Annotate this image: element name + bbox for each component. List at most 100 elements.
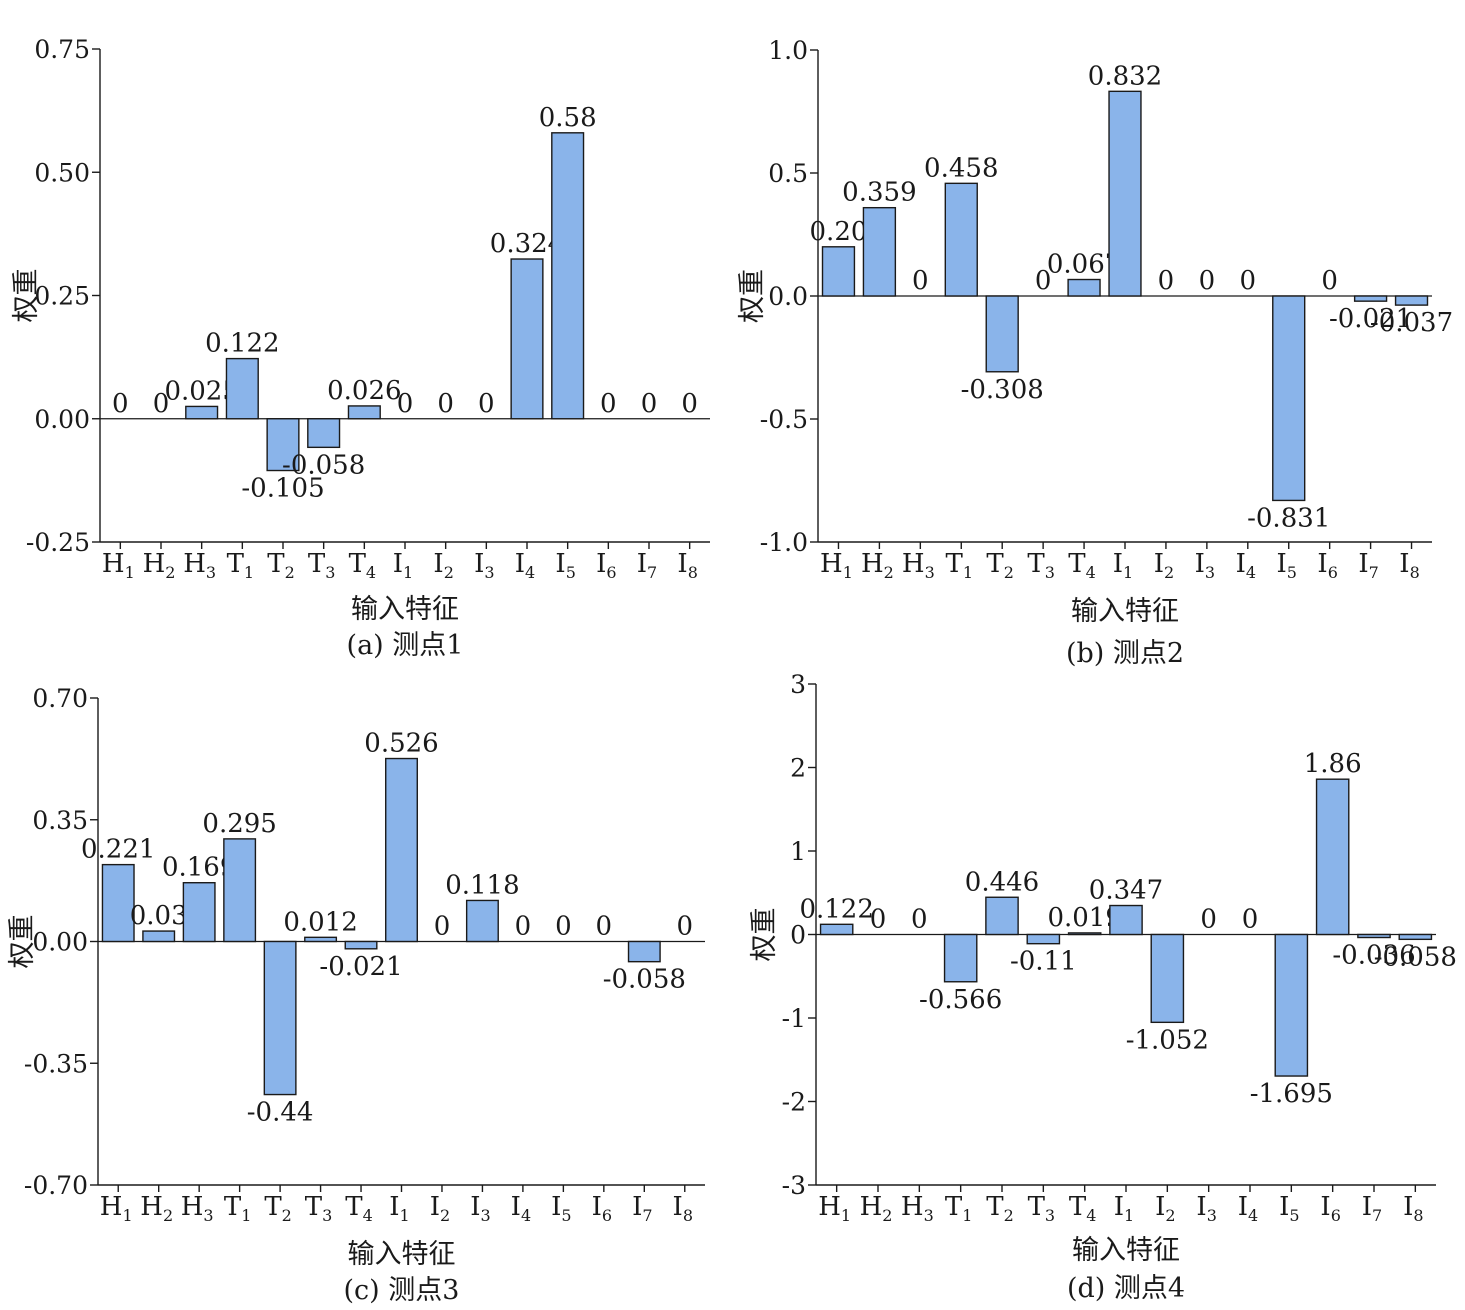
x-tick-label-sub: 4 (521, 1206, 531, 1225)
x-tick-label-base: T (1028, 1192, 1046, 1222)
x-tick-label-sub: 4 (1246, 563, 1256, 582)
panel-caption: (c) 测点3 (344, 1275, 460, 1306)
x-tick-label: I3 (1195, 549, 1215, 582)
data-label: 0 (112, 389, 129, 419)
x-tick-label-base: T (946, 549, 964, 579)
x-tick-label: T2 (267, 549, 295, 582)
data-label: -0.44 (247, 1098, 314, 1128)
y-tick-label: 0.70 (32, 684, 88, 713)
x-tick-label: H1 (100, 1192, 133, 1225)
x-tick-label-sub: 6 (606, 563, 616, 582)
y-tick-label: -0.5 (760, 405, 808, 434)
data-label: -0.105 (241, 474, 324, 504)
x-tick-label-sub: 3 (1207, 1206, 1217, 1225)
x-tick-label: I8 (673, 1192, 693, 1225)
bar (1026, 933, 1061, 945)
x-tick-label-base: T (305, 1192, 323, 1222)
x-tick-label: H1 (102, 549, 135, 582)
x-tick-label: T2 (986, 1192, 1014, 1225)
x-tick-label-sub: 8 (688, 563, 698, 582)
bar (985, 896, 1019, 936)
data-label: 0 (1158, 266, 1175, 296)
x-tick-label: I8 (1403, 1192, 1423, 1225)
x-tick-label-base: I (1114, 1192, 1124, 1222)
x-tick-label-sub: 3 (1205, 563, 1215, 582)
x-tick-label-sub: 1 (1123, 563, 1133, 582)
data-label: 0.359 (842, 178, 916, 208)
bar (944, 182, 978, 297)
x-tick-label: I7 (632, 1192, 652, 1225)
x-tick-label-base: I (637, 549, 647, 579)
x-tick-label: I4 (515, 549, 535, 582)
data-label: 0 (434, 912, 451, 942)
x-tick-label-base: I (1317, 549, 1327, 579)
x-tick-label: I4 (511, 1192, 531, 1225)
x-tick-label-base: T (224, 1192, 242, 1222)
data-label: 0 (1242, 905, 1259, 935)
bar (1272, 295, 1306, 502)
x-tick-label-base: I (515, 549, 525, 579)
y-tick-label: 0.0 (768, 282, 808, 311)
y-tick-label: -0.25 (26, 528, 90, 557)
chart-panel-2: -1.0-0.50.00.51.00.20H10.359H20H30.458T1… (737, 36, 1453, 669)
x-tick-label-base: T (1027, 549, 1045, 579)
x-tick-label: I3 (470, 1192, 490, 1225)
x-tick-label: H1 (818, 1192, 851, 1225)
x-tick-label-base: I (1320, 1192, 1330, 1222)
bar (1398, 933, 1433, 941)
data-label: -0.831 (1247, 503, 1330, 533)
x-tick-label: T2 (264, 1192, 292, 1225)
x-tick-label-base: I (1196, 1192, 1206, 1222)
x-tick-label-base: I (1276, 549, 1286, 579)
x-tick-label-sub: 2 (1165, 1206, 1175, 1225)
x-axis-label: 输入特征 (1071, 596, 1179, 627)
x-tick-label-base: T (264, 1192, 282, 1222)
x-tick-label-base: H (143, 549, 166, 579)
x-tick-label: H3 (902, 549, 935, 582)
bar (1274, 933, 1309, 1077)
x-tick-label-base: T (345, 1192, 363, 1222)
x-tick-label: H2 (861, 549, 894, 582)
x-tick-label-base: H (100, 1192, 123, 1222)
y-tick-label: 0.00 (32, 928, 88, 957)
bar (263, 940, 297, 1096)
x-tick-label-sub: 4 (525, 563, 535, 582)
x-tick-label-sub: 1 (1124, 1206, 1134, 1225)
x-tick-label: H1 (820, 549, 853, 582)
x-tick-label: I2 (1155, 1192, 1175, 1225)
x-tick-label: T4 (1068, 549, 1096, 582)
x-tick-label: I4 (1238, 1192, 1258, 1225)
y-tick-label: -0.70 (24, 1171, 88, 1200)
panel-caption: (a) 测点1 (347, 630, 464, 661)
bar (1394, 295, 1429, 306)
x-tick-label: I2 (430, 1192, 450, 1225)
data-label: -0.021 (319, 952, 402, 982)
x-tick-label-base: H (902, 549, 925, 579)
x-tick-label-sub: 1 (244, 563, 254, 582)
data-label: -1.695 (1250, 1079, 1333, 1109)
y-axis-label: 权重 (737, 269, 768, 323)
data-label: -0.11 (1010, 947, 1077, 977)
x-tick-label: T1 (224, 1192, 252, 1225)
x-tick-label-base: T (308, 549, 326, 579)
x-tick-label: T1 (946, 549, 974, 582)
data-label: 0 (1240, 266, 1257, 296)
x-tick-label-sub: 2 (282, 1206, 292, 1225)
x-tick-label-base: H (818, 1192, 841, 1222)
x-tick-label-sub: 3 (1045, 563, 1055, 582)
x-tick-label-sub: 2 (285, 563, 295, 582)
x-tick-label-sub: 3 (925, 563, 935, 582)
x-tick-label-base: T (1069, 1192, 1087, 1222)
bar (819, 923, 854, 936)
y-tick-label: 0.25 (34, 282, 90, 311)
data-label: 0 (911, 905, 928, 935)
x-tick-label-sub: 5 (1289, 1206, 1299, 1225)
bar (223, 838, 257, 943)
data-label: 0.03 (130, 901, 188, 931)
data-label: -0.021 (1329, 304, 1412, 334)
data-label: 0.221 (81, 835, 155, 865)
x-tick-label-base: I (1279, 1192, 1289, 1222)
x-tick-label-base: I (1362, 1192, 1372, 1222)
x-tick-label: T4 (345, 1192, 373, 1225)
bar (347, 405, 381, 420)
